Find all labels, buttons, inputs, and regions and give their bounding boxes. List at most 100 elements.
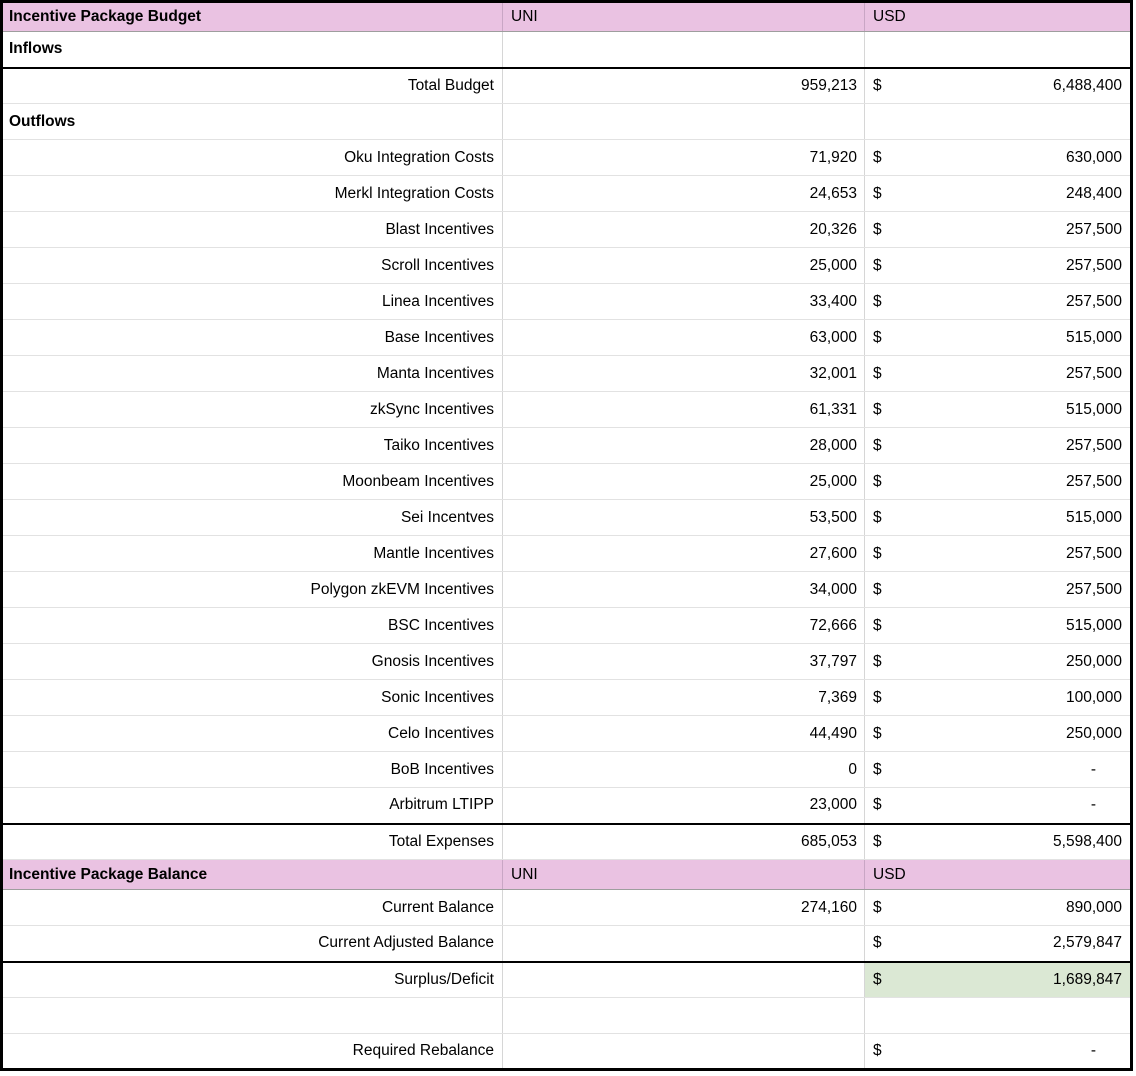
row-label-cell[interactable]: Taiko Incentives: [1, 427, 503, 464]
usd-value-cell[interactable]: $257,500: [864, 427, 1132, 464]
usd-value-cell[interactable]: $257,500: [864, 355, 1132, 392]
usd-value-cell[interactable]: $890,000: [864, 889, 1132, 926]
usd-amount: 257,500: [1065, 472, 1122, 490]
row-label-cell[interactable]: Surplus/Deficit: [1, 960, 503, 998]
uni-value-cell[interactable]: 7,369: [502, 679, 865, 716]
row-label-cell[interactable]: Moonbeam Incentives: [1, 463, 503, 500]
row-label-cell[interactable]: BSC Incentives: [1, 607, 503, 644]
inflows-section-row: Inflows: [1, 31, 1132, 69]
row-label-cell[interactable]: Sei Incentves: [1, 499, 503, 536]
row-label-cell[interactable]: Mantle Incentives: [1, 535, 503, 572]
row-label-cell[interactable]: Linea Incentives: [1, 283, 503, 320]
usd-value-cell[interactable]: $250,000: [864, 643, 1132, 680]
usd-column-header[interactable]: USD: [864, 1, 1132, 32]
balance-title-cell[interactable]: Incentive Package Balance: [1, 859, 503, 890]
uni-value-cell[interactable]: 44,490: [502, 715, 865, 752]
usd-amount: 257,500: [1065, 544, 1122, 562]
budget-title-cell[interactable]: Incentive Package Budget: [1, 1, 503, 32]
uni-value-cell[interactable]: 685,053: [502, 822, 865, 860]
usd-value-cell[interactable]: $515,000: [864, 391, 1132, 428]
uni-value-cell[interactable]: 28,000: [502, 427, 865, 464]
usd-value-cell[interactable]: $ -: [864, 751, 1132, 788]
uni-value-cell[interactable]: 0: [502, 751, 865, 788]
usd-amount: 5,598,400: [1053, 832, 1122, 850]
row-label-cell[interactable]: Gnosis Incentives: [1, 643, 503, 680]
usd-amount: 515,000: [1065, 328, 1122, 346]
usd-amount: -: [1090, 796, 1096, 814]
empty-uni-cell[interactable]: [502, 925, 865, 962]
usd-value-cell[interactable]: $257,500: [864, 571, 1132, 608]
usd-value-cell[interactable]: $515,000: [864, 607, 1132, 644]
empty-uni-cell[interactable]: [502, 997, 865, 1034]
uni-value-cell[interactable]: 274,160: [502, 889, 865, 926]
empty-uni-cell[interactable]: [502, 31, 865, 69]
empty-usd-cell[interactable]: [864, 31, 1132, 69]
usd-value-cell[interactable]: $257,500: [864, 283, 1132, 320]
row-label-cell[interactable]: Total Budget: [1, 67, 503, 104]
surplus-highlight-cell[interactable]: $1,689,847: [864, 960, 1132, 998]
uni-value-cell[interactable]: 32,001: [502, 355, 865, 392]
row-label-cell[interactable]: Base Incentives: [1, 319, 503, 356]
row-label-cell[interactable]: Merkl Integration Costs: [1, 175, 503, 212]
uni-value-cell[interactable]: 20,326: [502, 211, 865, 248]
row-label-cell[interactable]: Current Adjusted Balance: [1, 925, 503, 962]
uni-value-cell[interactable]: 34,000: [502, 571, 865, 608]
usd-value-cell[interactable]: $ -: [864, 787, 1132, 824]
uni-value-cell[interactable]: 61,331: [502, 391, 865, 428]
usd-value-cell[interactable]: $257,500: [864, 463, 1132, 500]
uni-value-cell[interactable]: 27,600: [502, 535, 865, 572]
usd-value-cell[interactable]: $248,400: [864, 175, 1132, 212]
usd-value-cell[interactable]: $5,598,400: [864, 822, 1132, 860]
empty-uni-cell[interactable]: [502, 1033, 865, 1070]
row-label-cell[interactable]: Celo Incentives: [1, 715, 503, 752]
row-label-cell[interactable]: Arbitrum LTIPP: [1, 787, 503, 824]
empty-uni-cell[interactable]: [502, 960, 865, 998]
uni-value-cell[interactable]: 53,500: [502, 499, 865, 536]
total-budget-row: Total Budget 959,213 $6,488,400: [1, 67, 1132, 104]
outflows-section-cell[interactable]: Outflows: [1, 103, 503, 140]
uni-value-cell[interactable]: 25,000: [502, 247, 865, 284]
usd-value-cell[interactable]: $257,500: [864, 535, 1132, 572]
usd-value-cell[interactable]: $ -: [864, 1033, 1132, 1070]
row-label-cell[interactable]: Oku Integration Costs: [1, 139, 503, 176]
usd-value-cell[interactable]: $515,000: [864, 499, 1132, 536]
usd-value-cell[interactable]: $257,500: [864, 211, 1132, 248]
empty-label-cell[interactable]: [1, 997, 503, 1034]
uni-value-cell[interactable]: 63,000: [502, 319, 865, 356]
row-label-cell[interactable]: Scroll Incentives: [1, 247, 503, 284]
usd-value-cell[interactable]: $630,000: [864, 139, 1132, 176]
uni-value-cell[interactable]: 33,400: [502, 283, 865, 320]
uni-value-cell[interactable]: 72,666: [502, 607, 865, 644]
uni-column-header[interactable]: UNI: [502, 1, 865, 32]
row-label-cell[interactable]: Sonic Incentives: [1, 679, 503, 716]
row-label-cell[interactable]: zkSync Incentives: [1, 391, 503, 428]
row-label-cell[interactable]: Blast Incentives: [1, 211, 503, 248]
uni-value-cell[interactable]: 23,000: [502, 787, 865, 824]
uni-value-cell[interactable]: 959,213: [502, 67, 865, 104]
required-rebalance-row: Required Rebalance $ -: [1, 1033, 1132, 1070]
usd-value-cell[interactable]: $257,500: [864, 247, 1132, 284]
usd-value-cell[interactable]: $6,488,400: [864, 67, 1132, 104]
row-label-cell[interactable]: Current Balance: [1, 889, 503, 926]
current-adjusted-balance-row: Current Adjusted Balance $2,579,847: [1, 925, 1132, 962]
current-balance-row: Current Balance 274,160 $890,000: [1, 889, 1132, 926]
usd-value-cell[interactable]: $515,000: [864, 319, 1132, 356]
row-label-cell[interactable]: Polygon zkEVM Incentives: [1, 571, 503, 608]
uni-value-cell[interactable]: 25,000: [502, 463, 865, 500]
usd-value-cell[interactable]: $250,000: [864, 715, 1132, 752]
uni-value-cell[interactable]: 24,653: [502, 175, 865, 212]
row-label-cell[interactable]: Total Expenses: [1, 822, 503, 860]
usd-value-cell[interactable]: $100,000: [864, 679, 1132, 716]
row-label-cell[interactable]: Required Rebalance: [1, 1033, 503, 1070]
uni-value-cell[interactable]: 37,797: [502, 643, 865, 680]
row-label-cell[interactable]: BoB Incentives: [1, 751, 503, 788]
usd-column-header[interactable]: USD: [864, 859, 1132, 890]
inflows-section-cell[interactable]: Inflows: [1, 31, 503, 69]
usd-value-cell[interactable]: $2,579,847: [864, 925, 1132, 962]
uni-column-header[interactable]: UNI: [502, 859, 865, 890]
uni-value-cell[interactable]: 71,920: [502, 139, 865, 176]
empty-uni-cell[interactable]: [502, 103, 865, 140]
row-label-cell[interactable]: Manta Incentives: [1, 355, 503, 392]
empty-usd-cell[interactable]: [864, 103, 1132, 140]
empty-usd-cell[interactable]: [864, 997, 1132, 1034]
